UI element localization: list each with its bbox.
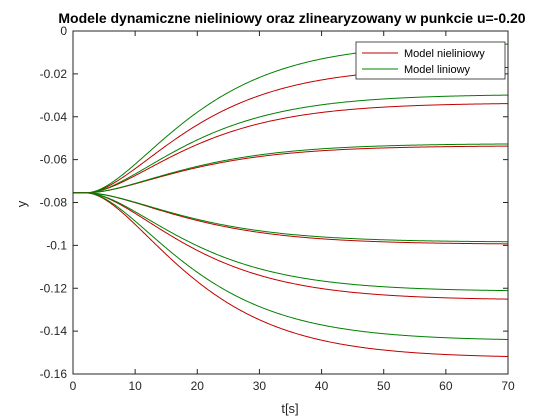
series-line-2 bbox=[73, 103, 509, 194]
y-tick-label-1: -0.02 bbox=[40, 67, 68, 81]
x-tick-label-3: 30 bbox=[253, 379, 267, 393]
x-tick-label-2: 20 bbox=[191, 379, 205, 393]
x-tick-label-7: 70 bbox=[501, 379, 515, 393]
x-tick-label-5: 50 bbox=[377, 379, 391, 393]
x-axis-label: t[s] bbox=[281, 401, 298, 416]
y-axis-label: y bbox=[14, 200, 29, 207]
legend-label-linear: Model liniowy bbox=[404, 64, 471, 76]
legend: Model nieliniowy Model liniowy bbox=[355, 41, 506, 80]
series-line-5 bbox=[73, 143, 508, 194]
x-tick-label-1: 10 bbox=[128, 379, 142, 393]
series-line-9 bbox=[73, 192, 509, 292]
y-tick-label-4: -0.08 bbox=[40, 196, 68, 210]
series-line-6 bbox=[73, 192, 509, 245]
x-tick-label-4: 40 bbox=[315, 379, 329, 393]
series-layer bbox=[73, 43, 509, 357]
legend-label-nonlinear: Model nieliniowy bbox=[404, 48, 485, 60]
y-tick-label-6: -0.12 bbox=[40, 281, 68, 295]
y-tick-label-5: -0.1 bbox=[46, 238, 67, 252]
y-ticks: 0 -0.02 -0.04 -0.06 -0.08 -0.1 -0.12 -0.14 -0.16 bbox=[40, 24, 508, 381]
series-line-11 bbox=[73, 192, 509, 340]
x-tick-label-0: 0 bbox=[70, 379, 77, 393]
x-tick-label-6: 60 bbox=[439, 379, 453, 393]
x-ticks: 0 10 20 30 40 50 60 70 bbox=[70, 31, 515, 393]
y-tick-label-8: -0.16 bbox=[40, 367, 68, 381]
y-tick-label-0: 0 bbox=[60, 24, 67, 38]
series-line-8 bbox=[73, 192, 509, 300]
y-tick-label-2: -0.04 bbox=[40, 110, 68, 124]
y-tick-label-7: -0.14 bbox=[40, 324, 68, 338]
series-line-3 bbox=[73, 94, 509, 194]
plot-area bbox=[73, 31, 508, 374]
series-line-10 bbox=[73, 192, 509, 357]
series-line-4 bbox=[73, 145, 509, 194]
legend-box bbox=[355, 41, 506, 80]
y-tick-label-3: -0.06 bbox=[40, 153, 68, 167]
series-line-7 bbox=[73, 192, 509, 243]
chart-title: Modele dynamiczne nieliniowy oraz zlinea… bbox=[58, 10, 525, 26]
